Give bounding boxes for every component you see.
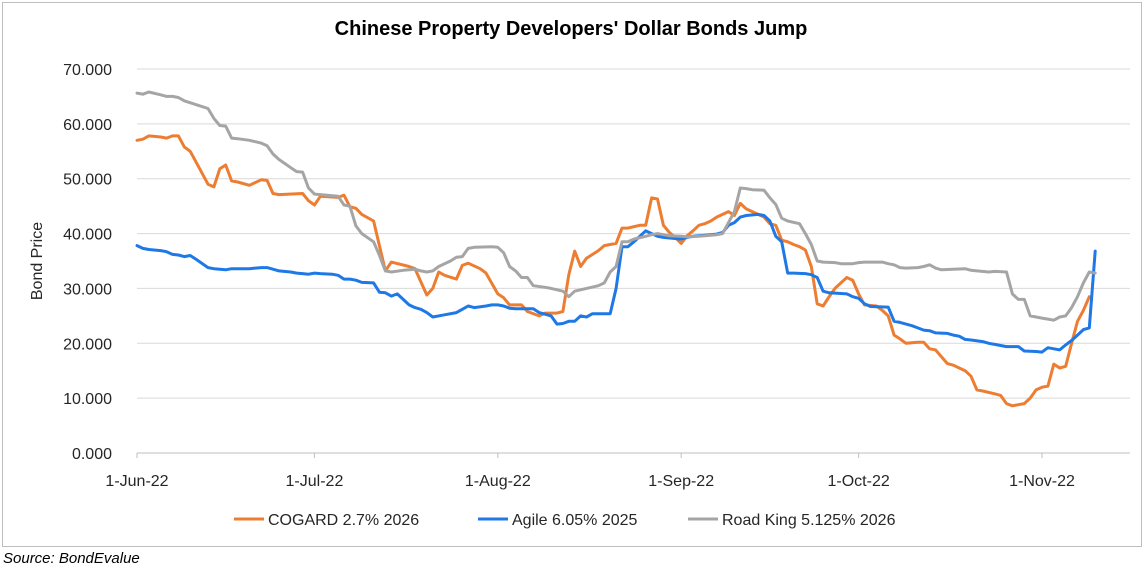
- y-tick-label: 30.000: [63, 281, 112, 298]
- chart-frame: [2, 2, 1142, 547]
- y-tick-label: 70.000: [63, 62, 112, 79]
- y-tick-label: 0.000: [72, 446, 112, 463]
- x-tick-label: 1-Jul-22: [286, 473, 344, 490]
- series-line-1: [135, 134, 1091, 408]
- y-tick-label: 10.000: [63, 391, 112, 408]
- y-tick-label: 60.000: [63, 117, 112, 134]
- axes: 0.000 10.000 20.000 30.000 40.000 50.000 60.00…: [63, 62, 1130, 490]
- x-tick-label: 1-Nov-22: [1009, 473, 1075, 490]
- source-note: Source: BondEvalue: [3, 550, 140, 567]
- gridlines: [137, 68, 1130, 399]
- series-lines: [135, 90, 1097, 408]
- x-tick-label: 1-Sep-22: [648, 473, 714, 490]
- y-axis-label: Bond Price: [29, 222, 46, 300]
- y-tick-label: 50.000: [63, 172, 112, 189]
- y-tick-label: 40.000: [63, 227, 112, 244]
- x-tick-label: 1-Jun-22: [105, 473, 168, 490]
- series-line-3: [135, 90, 1097, 322]
- series-line-2: [135, 212, 1097, 354]
- chart-title: Chinese Property Developers' Dollar Bond…: [334, 18, 808, 40]
- x-tick-label: 1-Oct-22: [828, 473, 890, 490]
- x-tick-label: 1-Aug-22: [465, 473, 531, 490]
- y-tick-label: 20.000: [63, 336, 112, 353]
- legend-label-2: Agile 6.05% 2025: [512, 512, 638, 529]
- legend: COGARD 2.7% 2026 Agile 6.05% 2025 Road Kin…: [234, 512, 896, 529]
- legend-label-1: COGARD 2.7% 2026: [268, 512, 419, 529]
- chart-canvas: 0.000 10.000 20.000 30.000 40.000 50.000 60.00…: [29, 62, 1130, 529]
- legend-label-3: Road King 5.125% 2026: [722, 512, 896, 529]
